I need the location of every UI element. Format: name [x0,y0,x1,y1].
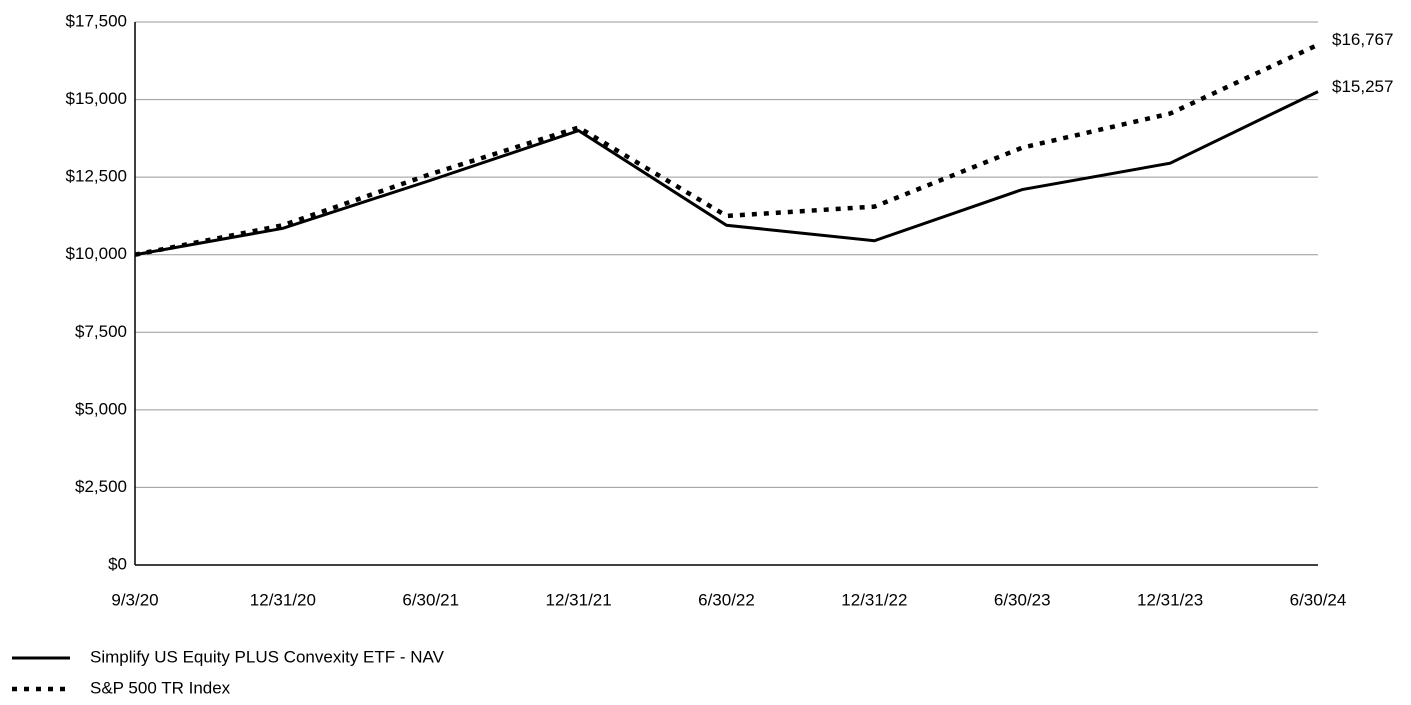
legend-label: S&P 500 TR Index [90,678,231,697]
y-tick-label: $15,000 [66,89,127,108]
x-tick-label: 12/31/22 [841,590,907,609]
series-line [134,90,1319,257]
x-tick-label: 6/30/21 [402,590,459,609]
y-tick-label: $12,500 [66,167,127,186]
y-tick-label: $10,000 [66,244,127,263]
series-line [134,42,1319,257]
x-tick-label: 6/30/23 [994,590,1051,609]
y-tick-label: $2,500 [75,477,127,496]
x-tick-label: 6/30/24 [1290,590,1347,609]
y-tick-label: $5,000 [75,399,127,418]
x-tick-label: 9/3/20 [111,590,158,609]
value-label: $15,257 [1332,77,1393,96]
y-tick-label: $17,500 [66,11,127,30]
x-tick-label: 12/31/23 [1137,590,1203,609]
x-tick-label: 12/31/20 [250,590,316,609]
y-tick-label: $0 [108,554,127,573]
legend-label: Simplify US Equity PLUS Convexity ETF - … [90,647,445,666]
x-tick-label: 12/31/21 [546,590,612,609]
x-tick-label: 6/30/22 [698,590,755,609]
y-tick-label: $7,500 [75,322,127,341]
value-label: $16,767 [1332,30,1393,49]
